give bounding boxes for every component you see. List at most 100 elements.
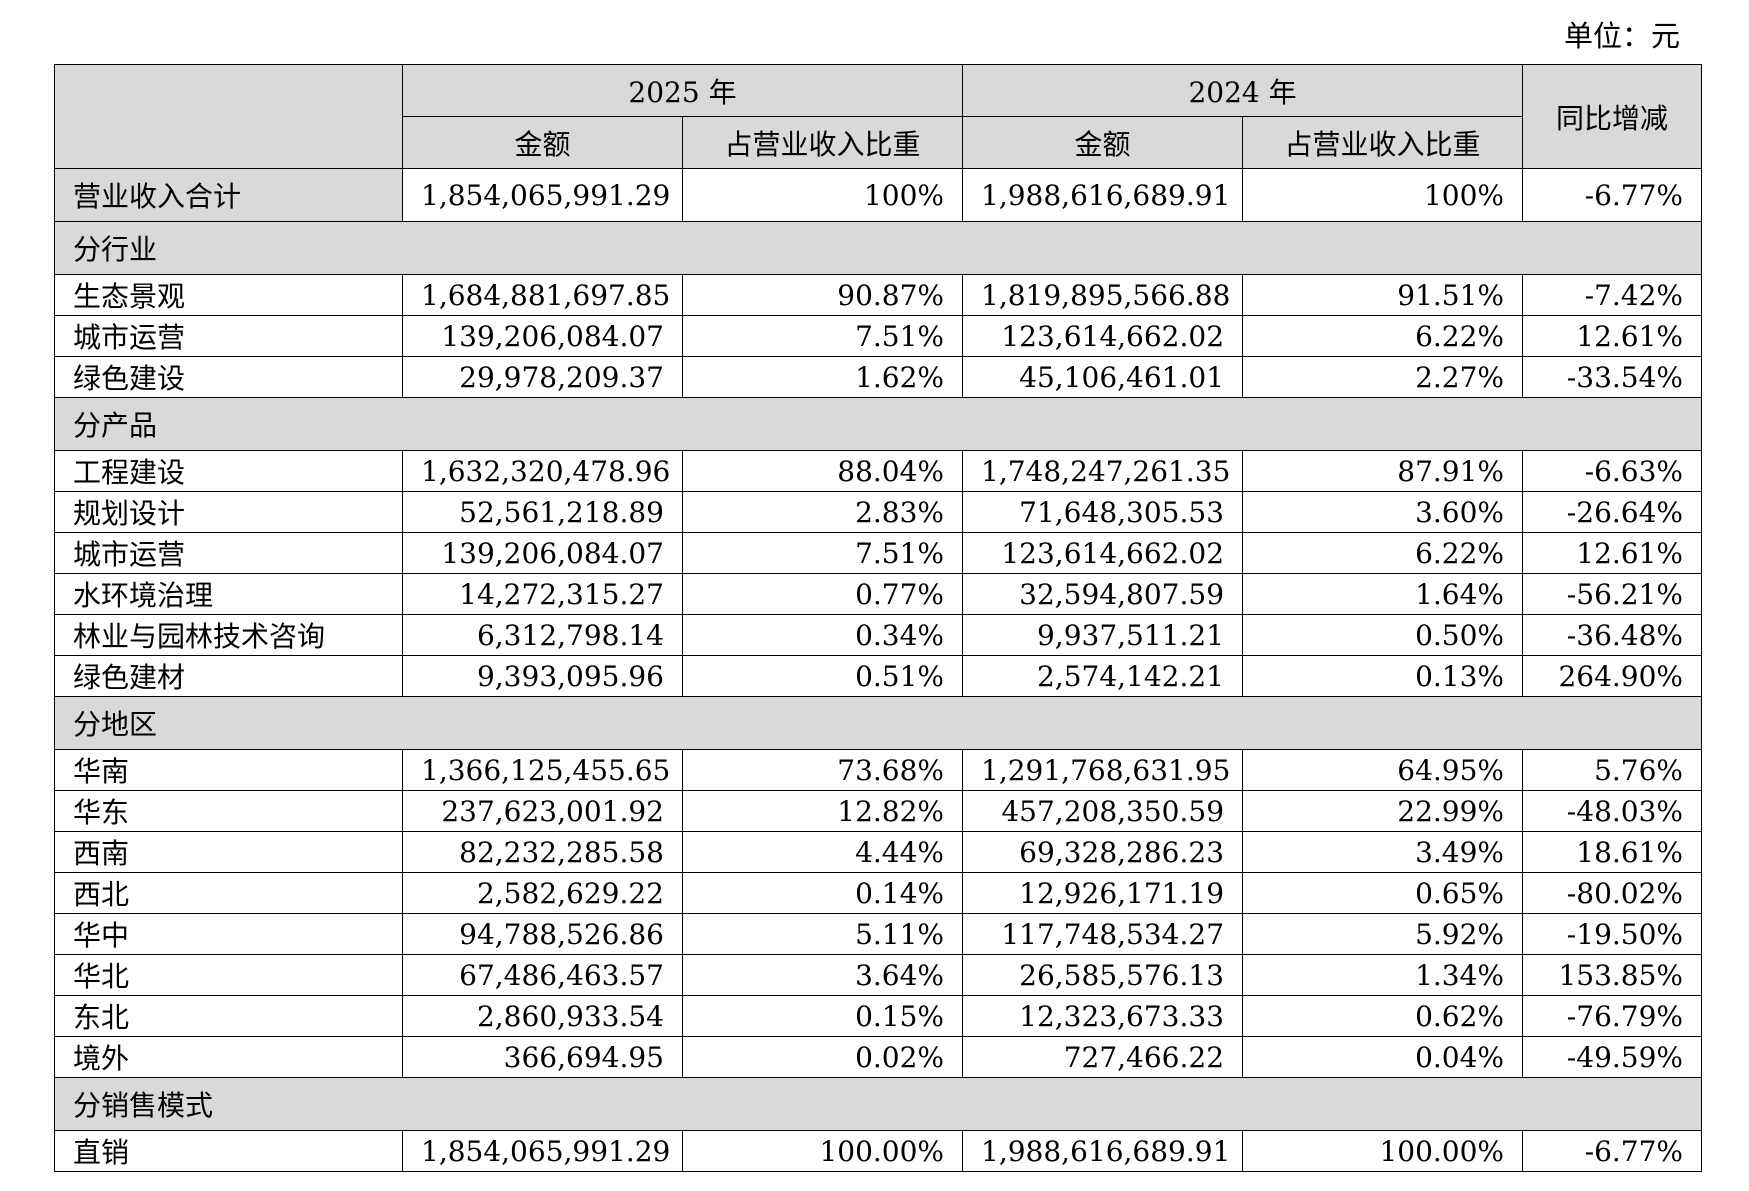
- amount-2024: 117,748,534.27: [962, 913, 1244, 955]
- yoy: -80.02%: [1522, 872, 1703, 914]
- amount-2024: 26,585,576.13: [962, 954, 1244, 996]
- ratio-2025: 0.51%: [681, 655, 964, 697]
- header-ratio-2024: 占营业收入比重: [1242, 116, 1524, 169]
- table-row: 林业与园林技术咨询 6,312,798.14 0.34% 9,937,511.21 0.…: [54, 614, 1703, 656]
- amount-2024: 1,988,616,689.91: [962, 1130, 1244, 1172]
- table-row: 境外 366,694.95 0.02% 727,466.22 0.04% -49.59%: [54, 1036, 1703, 1078]
- row-label: 华东: [54, 790, 403, 832]
- row-label: 绿色建设: [54, 356, 403, 398]
- row-label: 华北: [54, 954, 403, 996]
- amount-2025: 14,272,315.27: [402, 573, 683, 615]
- ratio-2024: 3.60%: [1242, 491, 1524, 533]
- amount-2024: 32,594,807.59: [962, 573, 1244, 615]
- ratio-2025: 88.04%: [681, 450, 964, 492]
- table-row: 绿色建设 29,978,209.37 1.62% 45,106,461.01 2.27%…: [54, 356, 1703, 398]
- amount-2024: 457,208,350.59: [962, 790, 1244, 832]
- header-year-2024: 2024 年: [962, 64, 1524, 117]
- yoy: -19.50%: [1522, 913, 1703, 955]
- amount-2025: 82,232,285.58: [402, 831, 683, 873]
- total-row: 营业收入合计 1,854,065,991.29 100% 1,988,616,6…: [54, 168, 1703, 222]
- yoy: 5.76%: [1522, 749, 1703, 791]
- revenue-table: 2025 年 2024 年 同比增减 金额 占营业收入比重 金额 占营业收入比重…: [53, 64, 1703, 1172]
- row-label: 林业与园林技术咨询: [54, 614, 403, 656]
- amount-2024: 45,106,461.01: [962, 356, 1244, 398]
- yoy: -36.48%: [1522, 614, 1703, 656]
- amount-2025: 6,312,798.14: [402, 614, 683, 656]
- ratio-2025: 0.02%: [681, 1036, 964, 1078]
- row-label: 城市运营: [54, 315, 403, 357]
- row-label: 东北: [54, 995, 403, 1037]
- yoy: 153.85%: [1522, 954, 1703, 996]
- amount-2025: 1,854,065,991.29: [402, 1130, 683, 1172]
- ratio-2024: 64.95%: [1242, 749, 1524, 791]
- ratio-2025: 0.14%: [681, 872, 964, 914]
- amount-2024: 71,648,305.53: [962, 491, 1244, 533]
- table-row: 绿色建材 9,393,095.96 0.51% 2,574,142.21 0.13% 26…: [54, 655, 1703, 697]
- yoy: -33.54%: [1522, 356, 1703, 398]
- ratio-2024: 100.00%: [1242, 1130, 1524, 1172]
- yoy: -49.59%: [1522, 1036, 1703, 1078]
- row-label: 直销: [54, 1130, 403, 1172]
- ratio-2024: 22.99%: [1242, 790, 1524, 832]
- amount-2024: 123,614,662.02: [962, 315, 1244, 357]
- amount-2024: 12,926,171.19: [962, 872, 1244, 914]
- total-amount-2025: 1,854,065,991.29: [402, 168, 683, 222]
- yoy: -76.79%: [1522, 995, 1703, 1037]
- ratio-2024: 91.51%: [1242, 274, 1524, 316]
- amount-2025: 1,684,881,697.85: [402, 274, 683, 316]
- amount-2025: 2,860,933.54: [402, 995, 683, 1037]
- yoy: -26.64%: [1522, 491, 1703, 533]
- ratio-2025: 0.77%: [681, 573, 964, 615]
- section-header-row: 分销售模式: [53, 1077, 1703, 1131]
- yoy: -48.03%: [1522, 790, 1703, 832]
- amount-2025: 2,582,629.22: [402, 872, 683, 914]
- ratio-2025: 7.51%: [681, 532, 964, 574]
- amount-2024: 69,328,286.23: [962, 831, 1244, 873]
- total-ratio-2024: 100%: [1242, 168, 1524, 222]
- ratio-2024: 1.64%: [1242, 573, 1524, 615]
- ratio-2025: 1.62%: [681, 356, 964, 398]
- amount-2025: 139,206,084.07: [402, 532, 683, 574]
- table-row: 规划设计 52,561,218.89 2.83% 71,648,305.53 3.60%…: [54, 491, 1703, 533]
- amount-2025: 366,694.95: [402, 1036, 683, 1078]
- table-row: 华中 94,788,526.86 5.11% 117,748,534.27 5.92% -…: [54, 913, 1703, 955]
- yoy: -56.21%: [1522, 573, 1703, 615]
- unit-label: 单位：元: [1563, 19, 1680, 53]
- header-blank-cell: [54, 64, 403, 169]
- table-row: 华南 1,366,125,455.65 73.68% 1,291,768,631.95…: [54, 749, 1703, 791]
- amount-2025: 94,788,526.86: [402, 913, 683, 955]
- amount-2025: 1,366,125,455.65: [402, 749, 683, 791]
- table-row: 直销 1,854,065,991.29 100.00% 1,988,616,689.9…: [54, 1130, 1703, 1172]
- amount-2025: 29,978,209.37: [402, 356, 683, 398]
- row-label: 华中: [54, 913, 403, 955]
- ratio-2025: 73.68%: [681, 749, 964, 791]
- row-label: 规划设计: [54, 491, 403, 533]
- amount-2025: 9,393,095.96: [402, 655, 683, 697]
- table-row: 东北 2,860,933.54 0.15% 12,323,673.33 0.62% -76…: [54, 995, 1703, 1037]
- ratio-2025: 12.82%: [681, 790, 964, 832]
- table-row: 城市运营 139,206,084.07 7.51% 123,614,662.02 6.2…: [54, 315, 1703, 357]
- row-label: 境外: [54, 1036, 403, 1078]
- ratio-2025: 4.44%: [681, 831, 964, 873]
- table-row: 生态景观 1,684,881,697.85 90.87% 1,819,895,566.…: [54, 274, 1703, 316]
- header-amount-2024: 金额: [962, 116, 1244, 169]
- ratio-2025: 5.11%: [681, 913, 964, 955]
- ratio-2024: 0.13%: [1242, 655, 1524, 697]
- table-row: 华北 67,486,463.57 3.64% 26,585,576.13 1.34% 15…: [54, 954, 1703, 996]
- header-amount-2025: 金额: [402, 116, 683, 169]
- section-header-row: 分行业: [53, 221, 1703, 275]
- ratio-2025: 2.83%: [681, 491, 964, 533]
- ratio-2024: 2.27%: [1242, 356, 1524, 398]
- amount-2024: 1,819,895,566.88: [962, 274, 1244, 316]
- header-ratio-2025: 占营业收入比重: [681, 116, 964, 169]
- header-year-2025: 2025 年: [401, 64, 964, 117]
- row-label: 城市运营: [54, 532, 403, 574]
- section-header-row: 分产品: [53, 397, 1703, 451]
- ratio-2025: 3.64%: [681, 954, 964, 996]
- table-row: 西南 82,232,285.58 4.44% 69,328,286.23 3.49% 18…: [54, 831, 1703, 873]
- row-label: 华南: [54, 749, 403, 791]
- ratio-2025: 90.87%: [681, 274, 964, 316]
- yoy: 12.61%: [1522, 315, 1703, 357]
- header-row-columns: 金额 占营业收入比重 金额 占营业收入比重: [55, 116, 1702, 169]
- yoy: -6.63%: [1522, 450, 1703, 492]
